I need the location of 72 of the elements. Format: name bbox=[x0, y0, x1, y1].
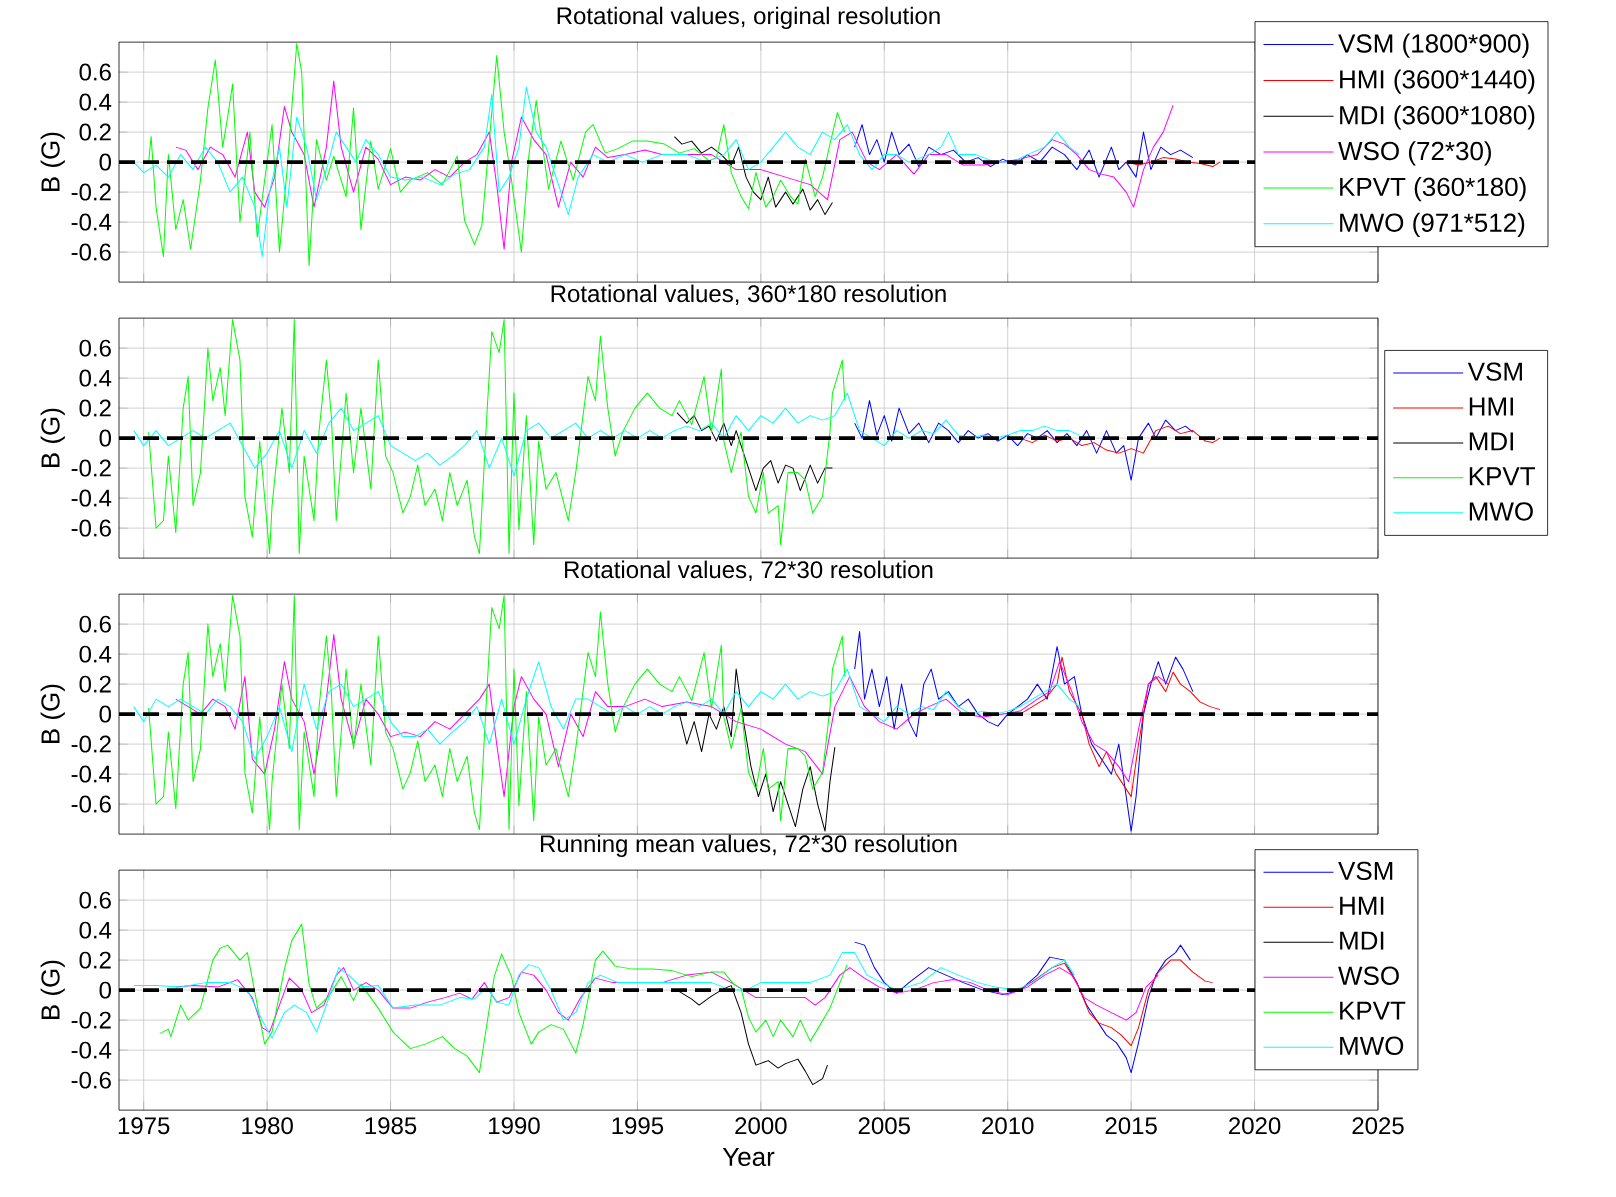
y-tick-label: 0 bbox=[99, 705, 112, 723]
y-tick-label: 0.2 bbox=[79, 399, 111, 417]
line-series bbox=[133, 86, 1080, 258]
legend-label: MWO bbox=[1469, 502, 1533, 521]
x-tick-label: 2005 bbox=[858, 1117, 910, 1135]
legend-label: VSM (1800*900) bbox=[1338, 33, 1529, 58]
y-tick-label: -0.6 bbox=[71, 795, 111, 813]
x-tick-label: 1995 bbox=[612, 1117, 664, 1135]
line-series bbox=[854, 124, 1194, 178]
y-tick-label: 0.2 bbox=[79, 675, 111, 693]
y-tick-label: -0.6 bbox=[71, 243, 111, 261]
legend-label: VSM bbox=[1338, 861, 1393, 880]
line-series bbox=[148, 595, 846, 831]
legend-label: MDI (3600*1080) bbox=[1340, 105, 1535, 130]
y-tick-label: 0.6 bbox=[79, 339, 111, 357]
y-tick-label: -0.4 bbox=[71, 489, 112, 507]
y-axis-title: B (G) bbox=[40, 132, 65, 191]
y-tick-label: 0.2 bbox=[79, 951, 111, 969]
y-tick-label: 0 bbox=[99, 429, 112, 447]
y-tick-label: -0.2 bbox=[71, 735, 111, 753]
y-tick-label: -0.4 bbox=[71, 213, 112, 231]
y-tick-label: 0.6 bbox=[79, 63, 111, 81]
chart-title: Rotational values, 360*180 resolution bbox=[551, 284, 946, 306]
legend-label: WSO bbox=[1338, 966, 1399, 985]
legend-label: MDI bbox=[1340, 931, 1384, 950]
x-tick-label: 2025 bbox=[1352, 1117, 1404, 1135]
y-axis-title: B (G) bbox=[40, 408, 65, 467]
chart-title: Running mean values, 72*30 resolution bbox=[541, 834, 957, 858]
y-tick-label: 0.6 bbox=[79, 891, 111, 909]
x-tick-label: 1990 bbox=[489, 1117, 540, 1135]
legend-label: KPVT (360*180) bbox=[1340, 176, 1526, 202]
legend-label: HMI bbox=[1469, 397, 1513, 416]
x-tick-label: 1980 bbox=[242, 1117, 293, 1135]
y-tick-label: 0.4 bbox=[79, 369, 112, 387]
x-tick-label: 1975 bbox=[118, 1117, 170, 1135]
chart-title: Rotational values, original resolution bbox=[557, 6, 940, 30]
y-tick-label: -0.2 bbox=[71, 459, 111, 477]
line-series bbox=[148, 319, 846, 555]
x-tick-label: 2000 bbox=[735, 1117, 787, 1135]
line-series bbox=[854, 400, 1194, 481]
legend-label: VSM bbox=[1467, 362, 1522, 381]
line-series bbox=[854, 941, 1191, 1074]
legend-label: KPVT bbox=[1340, 1001, 1406, 1020]
legend-label: WSO (72*30) bbox=[1338, 141, 1491, 166]
legend-label: HMI (3600*1440) bbox=[1340, 69, 1535, 94]
y-tick-label: 0.4 bbox=[79, 921, 112, 939]
x-tick-label: 2010 bbox=[982, 1117, 1034, 1135]
y-tick-label: 0 bbox=[99, 153, 112, 171]
x-tick-label: 2015 bbox=[1105, 1117, 1157, 1135]
y-tick-label: -0.4 bbox=[71, 765, 112, 783]
legend-label: MWO (971*512) bbox=[1340, 212, 1525, 238]
x-tick-label: 1985 bbox=[365, 1117, 417, 1135]
y-axis-title: B (G) bbox=[40, 960, 65, 1019]
legend-label: MDI bbox=[1469, 432, 1513, 451]
legend-label: KPVT bbox=[1469, 467, 1536, 486]
y-tick-label: 0.4 bbox=[79, 93, 112, 111]
y-tick-label: -0.6 bbox=[71, 519, 111, 537]
y-tick-label: -0.2 bbox=[71, 1011, 111, 1029]
y-tick-label: -0.4 bbox=[71, 1041, 112, 1059]
y-tick-label: 0.2 bbox=[79, 123, 111, 141]
x-axis-title: Year bbox=[722, 1147, 775, 1166]
y-tick-label: 0.4 bbox=[79, 645, 112, 663]
y-tick-label: -0.2 bbox=[71, 183, 111, 201]
y-tick-label: 0.6 bbox=[79, 615, 111, 633]
y-tick-label: 0 bbox=[99, 981, 112, 999]
y-axis-title: B (G) bbox=[40, 684, 65, 743]
x-tick-label: 2020 bbox=[1229, 1117, 1281, 1135]
legend-label: HMI bbox=[1340, 896, 1384, 915]
chart-title: Rotational values, 72*30 resolution bbox=[565, 560, 933, 582]
line-series bbox=[148, 43, 846, 267]
y-tick-label: -0.6 bbox=[71, 1071, 111, 1089]
legend-label: MWO bbox=[1340, 1036, 1404, 1055]
